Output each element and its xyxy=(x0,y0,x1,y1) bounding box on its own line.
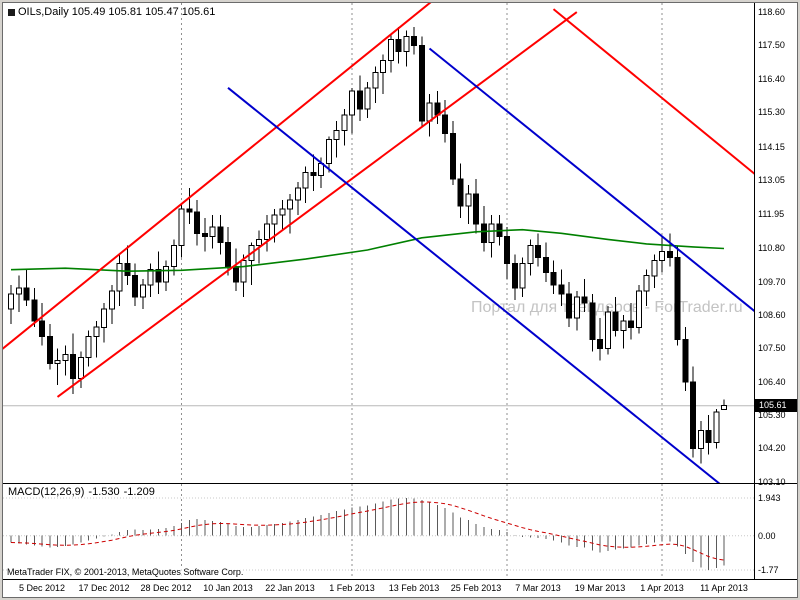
scale-separator xyxy=(755,483,797,484)
symbol-title: OILs,Daily 105.49 105.81 105.47 105.61 xyxy=(8,6,218,18)
time-axis-label: 17 Dec 2012 xyxy=(78,583,130,593)
macd-signal-value: -1.209 xyxy=(123,486,155,498)
current-price-badge: 105.61 xyxy=(755,399,797,412)
chart-icon xyxy=(8,8,15,16)
macd-chart-svg[interactable] xyxy=(3,484,754,579)
ohlc-high: 105.81 xyxy=(108,6,143,18)
price-scale-label: 104.20 xyxy=(758,443,786,453)
copyright-text: MetaTrader FIX, © 2001-2013, MetaQuotes … xyxy=(7,567,244,577)
time-axis-label: 5 Dec 2012 xyxy=(18,583,66,593)
time-axis-label: 22 Jan 2013 xyxy=(265,583,315,593)
time-axis-label: 1 Apr 2013 xyxy=(640,583,684,593)
macd-scale-label: 0.00 xyxy=(758,531,776,541)
macd-title: MACD(12,26,9) -1.530 -1.209 xyxy=(8,486,159,498)
price-scale-label: 106.40 xyxy=(758,377,786,387)
price-scale-label: 113.05 xyxy=(758,175,785,185)
price-panel[interactable]: Портал для трейдеров - ForTrader.ru OILs… xyxy=(3,3,754,484)
macd-scale-label: -1.77 xyxy=(758,565,779,575)
macd-scale-label: 1.943 xyxy=(758,493,781,503)
price-scale[interactable]: 118.60 117.50 116.40 115.30 114.15 113.05 111.… xyxy=(754,3,797,579)
time-axis-label: 13 Feb 2013 xyxy=(388,583,440,593)
macd-chart-canvas[interactable] xyxy=(3,484,754,579)
time-axis-label: 10 Jan 2013 xyxy=(203,583,253,593)
macd-panel[interactable]: MACD(12,26,9) -1.530 -1.209 MetaTrader FIX… xyxy=(3,484,754,579)
macd-signal-line xyxy=(10,501,725,561)
price-scale-label: 109.70 xyxy=(758,277,786,287)
time-axis-label: 28 Dec 2012 xyxy=(140,583,192,593)
ohlc-open: 105.49 xyxy=(71,6,106,18)
time-axis-label: 1 Feb 2013 xyxy=(329,583,375,593)
price-scale-label: 105.30 xyxy=(758,410,786,420)
macd-value: -1.530 xyxy=(88,486,120,498)
time-axis-label: 11 Apr 2013 xyxy=(700,583,748,593)
time-axis-label: 7 Mar 2013 xyxy=(515,583,561,593)
price-chart-svg[interactable] xyxy=(3,3,754,483)
trendline xyxy=(56,11,578,398)
ohlc-close: 105.61 xyxy=(181,6,216,18)
time-axis-label: 25 Feb 2013 xyxy=(450,583,502,593)
price-scale-label: 117.50 xyxy=(758,40,785,50)
symbol-name: OILs,Daily xyxy=(18,6,69,18)
ohlc-low: 105.47 xyxy=(145,6,179,18)
macd-label: MACD(12,26,9) xyxy=(8,486,85,498)
trendline xyxy=(227,87,721,483)
macd-histogram xyxy=(10,498,725,570)
price-scale-label: 115.30 xyxy=(758,107,785,117)
price-scale-label: 103.10 xyxy=(758,477,786,487)
trendline xyxy=(552,8,754,175)
candles-series xyxy=(8,27,727,464)
price-scale-label: 110.80 xyxy=(758,243,785,253)
price-scale-label: 111.95 xyxy=(758,209,785,219)
price-scale-label: 108.60 xyxy=(758,310,786,320)
trendline xyxy=(3,3,432,350)
price-chart-canvas[interactable] xyxy=(3,3,754,483)
price-scale-label: 116.40 xyxy=(758,74,785,84)
moving-average-line xyxy=(10,228,725,273)
price-scale-label: 107.50 xyxy=(758,343,786,353)
time-axis[interactable]: 5 Dec 2012 17 Dec 2012 28 Dec 2012 10 Jan 2… xyxy=(3,579,797,597)
price-scale-label: 114.15 xyxy=(758,142,785,152)
time-axis-label: 19 Mar 2013 xyxy=(574,583,626,593)
price-scale-label: 118.60 xyxy=(758,7,785,17)
trendline xyxy=(428,47,754,312)
